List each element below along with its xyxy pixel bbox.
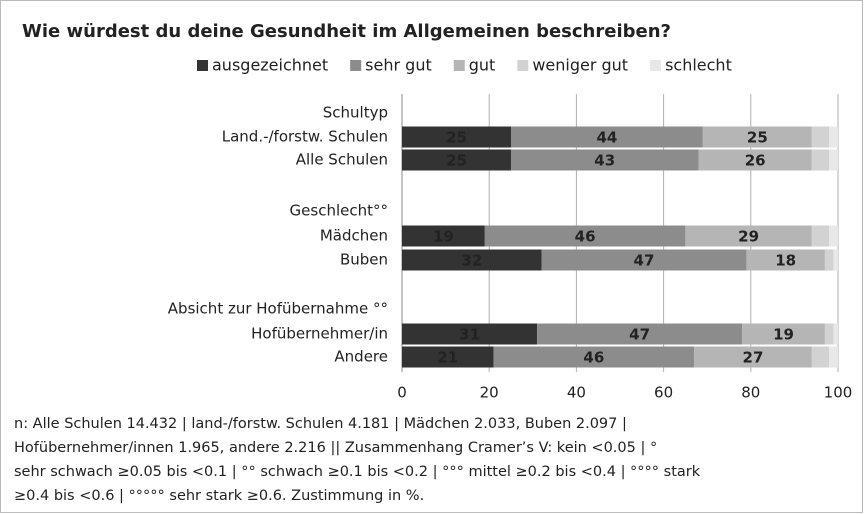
data-label: 47 (634, 252, 655, 270)
data-label: 32 (461, 252, 482, 270)
y-tick-label: Andere (334, 348, 388, 366)
bar-segment (402, 126, 511, 148)
bar-segment (702, 126, 812, 148)
bar-segment (829, 126, 838, 148)
y-tick-label: Geschlecht°° (290, 202, 388, 220)
data-label: 46 (575, 228, 596, 246)
bar-segment (402, 149, 511, 171)
footnote: n: Alle Schulen 14.432 | land-/forstw. S… (14, 416, 627, 432)
bar-segment (402, 249, 542, 271)
bar-segment (824, 249, 834, 271)
legend-swatch (350, 60, 362, 71)
legend-label: sehr gut (365, 56, 432, 75)
legend-swatch (197, 60, 208, 71)
bar-segment (811, 346, 830, 368)
y-tick-label: Land.-/forstw. Schulen (222, 128, 388, 146)
chart-title: Wie würdest du deine Gesundheit im Allge… (22, 21, 671, 42)
bar-segment (833, 323, 838, 345)
bar-segment (493, 346, 695, 368)
legend-label: schlecht (665, 56, 732, 75)
bar-segment (484, 225, 686, 247)
bar-segment (511, 149, 699, 171)
legend-swatch (453, 60, 465, 71)
x-tick-label: 0 (397, 384, 407, 402)
bar-segment (694, 346, 812, 368)
x-tick-label: 100 (824, 384, 853, 402)
bar-segment (742, 323, 825, 345)
bar-segment (824, 323, 834, 345)
x-tick-label: 40 (567, 384, 586, 402)
legend-swatch (650, 60, 662, 71)
y-tick-label: Schultyp (323, 104, 388, 122)
data-label: 21 (437, 349, 458, 367)
data-label: 26 (745, 152, 766, 170)
y-tick-label: Buben (340, 251, 388, 269)
legend-swatch (517, 60, 529, 71)
legend-label: gut (469, 56, 496, 75)
bar-segment (698, 149, 812, 171)
bar-segment (402, 225, 485, 247)
bar-segment (811, 225, 830, 247)
x-tick-label: 60 (654, 384, 673, 402)
data-label: 47 (629, 326, 650, 344)
y-tick-label: Hofübernehmer/in (251, 325, 388, 343)
data-label: 19 (433, 228, 454, 246)
y-tick-label: Alle Schulen (296, 151, 388, 169)
bar-segment (402, 323, 538, 345)
bar-segment (511, 126, 703, 148)
data-label: 25 (446, 152, 467, 170)
data-label: 27 (743, 349, 764, 367)
data-label: 29 (738, 228, 759, 246)
data-label: 19 (773, 326, 794, 344)
data-label: 31 (459, 326, 480, 344)
bar-segment (537, 323, 743, 345)
y-tick-label: Mädchen (320, 227, 388, 245)
footnote: Hofübernehmer/innen 1.965, andere 2.216 … (14, 440, 657, 456)
data-label: 25 (446, 129, 467, 147)
bar-segment (811, 149, 830, 171)
bar-segment (685, 225, 812, 247)
data-label: 25 (747, 129, 768, 147)
bar-segment (829, 346, 838, 368)
bar-segment (829, 149, 838, 171)
legend-label: ausgezeichnet (212, 56, 328, 75)
data-label: 44 (596, 129, 617, 147)
bar-segment (541, 249, 747, 271)
data-label: 43 (594, 152, 615, 170)
footnote: sehr schwach ≥0.05 bis <0.1 | °° schwach… (14, 464, 701, 480)
x-tick-label: 80 (741, 384, 760, 402)
legend-label: weniger gut (532, 56, 628, 75)
y-tick-label: Absicht zur Hofübernahme °° (168, 300, 388, 318)
bar-segment (829, 225, 838, 247)
data-label: 18 (775, 252, 796, 270)
x-tick-label: 20 (480, 384, 499, 402)
bar-segment (402, 346, 494, 368)
bar-segment (811, 126, 830, 148)
bar-segment (746, 249, 825, 271)
bar-segment (833, 249, 838, 271)
footnote: ≥0.4 bis <0.6 | °°°°° sehr stark ≥0.6. Z… (14, 488, 424, 504)
data-label: 46 (583, 349, 604, 367)
